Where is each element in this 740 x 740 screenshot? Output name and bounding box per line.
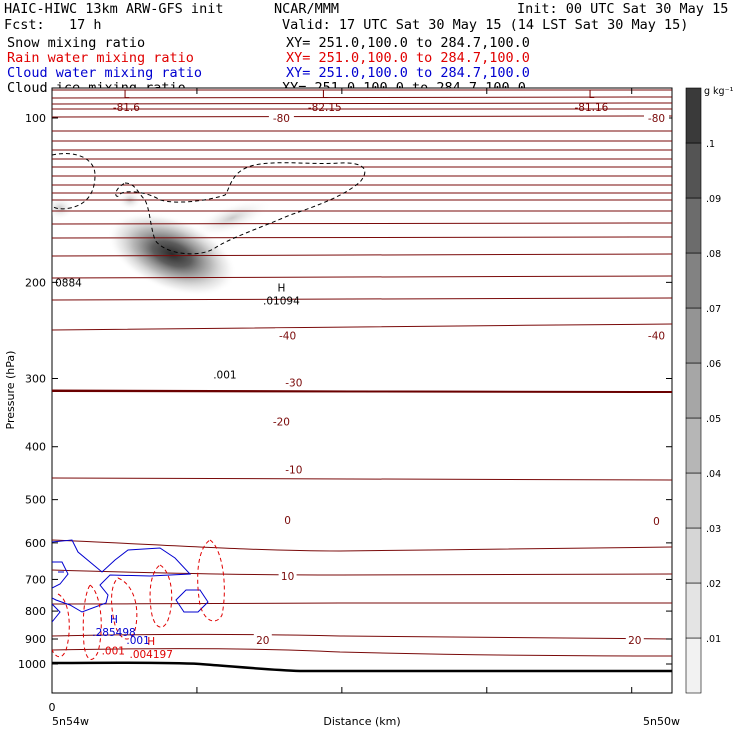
colorbar-level-label: .03 [706, 524, 721, 535]
colorbar-level-label: .01 [706, 634, 721, 645]
field-xy-cloud-water: XY= 251.0,100.0 to 284.7,100.0 [286, 65, 530, 81]
y-tick-label: 900 [25, 633, 46, 646]
colorbar: .01 .02 .03 .04 .05 .06 .07 .08 .09 .1 [685, 87, 721, 694]
colorbar-swatch [685, 362, 702, 419]
y-tick-label: 1000 [18, 658, 46, 671]
temperature-label: 10 [281, 571, 294, 583]
y-axis-label: Pressure (hPa) [4, 351, 17, 430]
temp-label-bg [644, 328, 669, 341]
colorbar-level-label: .06 [706, 359, 721, 370]
temperature-label: -40 [648, 330, 665, 342]
temperature-label: 0 [284, 515, 291, 527]
ground-surface-line [52, 661, 672, 673]
temp-label-bg [253, 632, 272, 645]
temp-label-bg [281, 375, 307, 388]
org-label: NCAR/MMM [274, 1, 340, 17]
colorbar-level-label: .07 [706, 304, 721, 315]
colorbar-swatch [685, 637, 702, 694]
colorbar-swatch [685, 307, 702, 364]
temperature-label: 20 [256, 635, 269, 647]
temp-label-bg [282, 513, 294, 526]
colorbar-swatch [685, 582, 702, 639]
colorbar-level-label: .04 [706, 469, 721, 480]
colorbar-level-label: .02 [706, 579, 721, 590]
colorbar-swatch [685, 197, 702, 254]
cloud-water-contours [52, 539, 209, 623]
y-tick-label: 300 [25, 373, 46, 386]
forecast-hour: Fcst: 17 h [4, 17, 102, 33]
temp-label-bg [278, 569, 297, 582]
field-xy-snow: XY= 251.0,100.0 to 284.7,100.0 [286, 35, 530, 51]
x-axis-label: Distance (km) [323, 715, 400, 728]
valid-time: Valid: 17 UTC Sat 30 May 15 (14 LST Sat … [282, 17, 689, 33]
extremum-marker: L [588, 89, 594, 101]
extremum-value: -81.16 [574, 102, 608, 114]
extremum-marker: L [123, 89, 129, 101]
colorbar-units: g kg⁻¹ [704, 86, 734, 97]
colorbar-level-label: .08 [706, 249, 721, 260]
temp-label-bg [268, 414, 294, 427]
contour-value-label: .001 [126, 635, 149, 647]
field-label-snow: Snow mixing ratio [7, 35, 146, 51]
extremum-marker: H [147, 636, 155, 648]
temp-label-bg [275, 328, 301, 341]
temperature-label: -30 [285, 377, 302, 389]
extremum-value: .285498 [92, 627, 135, 639]
temp-label-bg [281, 462, 307, 475]
y-tick-label: 600 [25, 537, 46, 550]
colorbar-swatch [685, 527, 702, 584]
y-tick-label: 100 [25, 112, 46, 125]
field-label-cloud-water: Cloud water mixing ratio [7, 65, 203, 81]
colorbar-swatch [685, 417, 702, 474]
colorbar-level-label: .09 [706, 194, 721, 205]
y-tick-label: 400 [25, 441, 46, 454]
temperature-label: -10 [285, 464, 302, 476]
model-title: HAIC-HIWC 13km ARW-GFS init [4, 1, 224, 17]
extremum-marker: L [322, 89, 328, 101]
extremum-value: .004197 [129, 649, 172, 661]
x-tick-label-0: 0 [49, 701, 56, 714]
temp-label-bg [644, 111, 669, 123]
temperature-label: -80 [273, 113, 290, 125]
colorbar-swatch [685, 472, 702, 529]
extremum-value: -81.6 [113, 102, 140, 114]
temperature-label: 20 [628, 635, 641, 647]
field-label-rain: Rain water mixing ratio [7, 50, 194, 66]
y-tick-label: 200 [25, 276, 46, 289]
temperature-label: -20 [273, 417, 290, 429]
x-right-endpoint: 5n50w [643, 715, 680, 728]
rain-water-contours [52, 539, 225, 660]
temp-label-bg [625, 632, 644, 645]
colorbar-level-label: .1 [706, 139, 715, 150]
y-tick-label: 700 [25, 573, 46, 586]
cloud-ice-contours [52, 153, 366, 255]
contour-value-label: .001 [102, 646, 125, 658]
init-time: Init: 00 UTC Sat 30 May 15 [517, 1, 729, 17]
y-tick-label: 800 [25, 605, 46, 618]
y-tick-label: 500 [25, 494, 46, 507]
extremum-marker: H [110, 614, 118, 626]
extremum-value: .01094 [263, 296, 300, 308]
extremum-value: -82.15 [308, 102, 342, 114]
temperature-label: 0 [653, 516, 660, 528]
colorbar-swatch [685, 142, 702, 199]
x-left-endpoint: 5n54w [52, 715, 89, 728]
temp-label-bg [651, 513, 662, 526]
extremum-marker: H [277, 283, 285, 295]
snow-mixing-ratio-shading [52, 190, 272, 296]
field-xy-rain: XY= 251.0,100.0 to 284.7,100.0 [286, 50, 530, 66]
colorbar-level-label: .05 [706, 414, 721, 425]
contour-value-label: .001 [213, 370, 236, 382]
colorbar-swatch [685, 252, 702, 309]
temperature-label: -40 [279, 330, 296, 342]
colorbar-swatch [685, 87, 702, 144]
contour-value-label: 0884 [55, 277, 82, 289]
temperature-label: -80 [648, 113, 665, 125]
temp-label-bg [268, 111, 294, 123]
distance-axis [51, 88, 633, 693]
